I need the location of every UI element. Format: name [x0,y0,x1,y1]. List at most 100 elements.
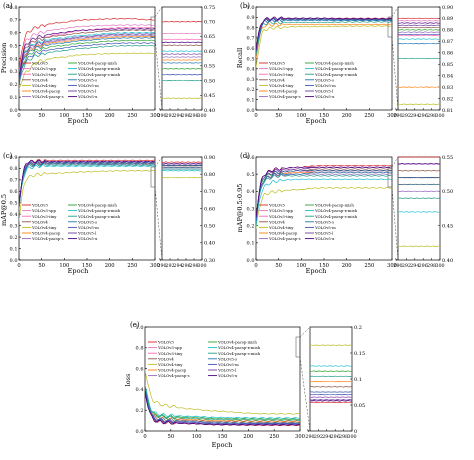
x-tick-label: 50 [275,113,282,119]
zoom-series-line-yolov4-pacsp-s-mish [397,57,441,60]
zoom-series-line-yolov4-pacsp-s [309,396,353,398]
zoom-series-line-yolov5-m [397,176,441,179]
x-tick-label: 0 [17,113,20,119]
zoom-series-line-yolov4-tiny [161,176,203,179]
zoom-series-line-yolov4-pacsp-x-mish [397,38,441,40]
chart-panel-e: 0 50 100 150 200 250 300 0.0 0.2 0.4 0.6 0.8 1.0 Epoc… [124,321,365,449]
zoom-series-line-yolov5-s [397,183,441,186]
series-line-yolov5-s [19,37,155,84]
zoom-x-tick-label: 300 [197,263,206,269]
zoom-x-tick-label: 290 [305,434,314,440]
zoom-series-line-yolov3 [161,21,203,23]
legend: YOLOv3YOLOv3-sppYOLOv3-tinyYOLOv4YOLOv4-… [22,203,121,241]
legend-entry: YOLOv5-l [77,231,97,236]
zoom-series-line-yolov4-pacsp-s-mish [161,79,203,82]
legend-entry: YOLOv4-pacsp-mish [77,61,117,66]
zoom-connector [391,186,399,261]
legend-entry: YOLOv4-tiny [31,83,57,88]
zoom-x-tick-label: 298 [427,263,436,269]
zoom-series-line-yolov5-x [398,163,441,165]
series-line-yolov4-pacsp-s-mish [256,20,392,56]
zoom-axes-frame [397,156,441,261]
zoom-connector [391,156,399,168]
zoom-x-tick-label: 294 [410,263,419,269]
y-tick-label: 0.7 [10,178,18,184]
series-line-yolov4-pacsp-s-mish [19,44,155,87]
zoom-series-line-yolov5-m [161,73,203,76]
series-line-yolov5-m [19,160,155,207]
series-line-yolov5-s [256,18,392,53]
y-tick-label: 0.1 [10,246,18,252]
x-tick-label: 200 [105,113,115,119]
series-line-yolov5-x [145,391,300,426]
x-axis-label: Epoch [68,117,89,125]
y-tick-label: 0.0 [247,258,255,264]
y-tick-label: 0.0 [10,258,18,264]
zoom-series-line-yolov4-pacsp [161,59,203,61]
legend-entry: YOLOv4-pacsp-x-mish [77,66,121,71]
zoom-series-line-yolov5-s [161,62,203,64]
zoom-series-line-yolov4-pacsp-s [397,31,441,33]
zoom-region-marker [387,166,393,188]
series-line-yolov4-pacsp [256,22,392,59]
x-tick-label: 0 [254,113,257,119]
legend-entry: YOLOv5-m [77,225,99,230]
zoom-x-tick-label: 298 [189,263,198,269]
zoom-series-line-yolov4-pacsp [309,380,353,383]
zoom-y-tick-label: 0.40 [204,241,215,247]
x-tick-label: 300 [150,263,160,269]
x-tick-label: 50 [38,263,45,269]
y-tick-label: 0.9 [247,15,255,21]
series-line-yolov5-m [256,17,392,52]
zoom-axes-frame [161,6,203,111]
legend-entry: YOLOv4-pacsp-mish [77,203,117,208]
zoom-series-line-yolov4-pacsp-s-mish [309,375,353,378]
series-line-yolov4-pacsp-x-mish [19,32,155,80]
legend-entry: YOLOv3-spp [31,208,56,213]
zoom-series-line-yolov5-l [161,53,203,55]
series-line-yolov4-tiny [19,170,155,222]
panel-label: (e) [130,321,140,329]
zoom-series-line-yolov4-pacsp-x-mish [161,50,203,52]
zoom-series-line-yolov3 [161,161,203,163]
zoom-series-line-yolov4-pacsp-s-mish [397,197,441,199]
legend-entry: YOLOv4-pacsp [268,231,298,236]
zoom-y-tick-label: 0.30 [204,258,215,264]
series-line-yolov4-pacsp [19,35,155,84]
zoom-series-line-yolov5-s [161,166,203,168]
legend-entry: YOLOv4 [31,219,48,224]
x-tick-label: 150 [319,263,329,269]
zoom-series-line-yolov4-pacsp [397,86,441,88]
zoom-x-tick-label: 300 [435,263,444,269]
zoom-y-tick-label: 0.89 [442,16,453,22]
y-tick-label: 0.2 [10,235,18,241]
legend-entry: YOLOv4-tiny [268,225,294,230]
zoom-series-line-yolov5-m [161,164,203,167]
zoom-series-line-yolov4-pacsp-mish [397,29,440,31]
zoom-series-line-yolov4-tiny [161,97,203,99]
zoom-series-line-yolov5-l [309,399,353,401]
x-tick-label: 300 [150,113,160,119]
y-tick-label: 0.6 [10,31,18,37]
legend-entry: YOLOv5-x [77,94,98,99]
zoom-series-line-yolov4-pacsp-x-mish [309,365,353,367]
series-line-yolov4-pacsp-x-mish [256,18,392,53]
zoom-series-line-yolov3 [397,156,441,158]
legend-entry: YOLOv4-pacsp-x-mish [77,208,121,213]
zoom-series-line-yolov4 [161,44,203,46]
zoom-series-line-yolov4-tiny [309,344,353,346]
zoom-y-tick-label: 0.85 [442,62,453,68]
legend-entry: YOLOv3-spp [31,66,56,71]
series-line-yolov4-pacsp-s-mish [256,174,392,224]
y-tick-label: 0.3 [247,206,255,212]
zoom-arrow-icon [159,258,162,261]
zoom-x-tick-label: 294 [173,113,182,119]
zoom-series-line-yolov5-x [162,163,203,165]
chart-panel-d: 0 50 100 150 200 250 300 0.0 0.1 0.2 0.3 0.4 0.5 0.6 E… [236,152,453,275]
zoom-y-tick-label: 0.65 [204,34,215,40]
zoom-x-tick-label: 292 [165,113,174,119]
zoom-y-tick-label: 0.87 [442,39,453,45]
legend-entry: YOLOv5-l [77,89,97,94]
y-tick-label: 0.8 [10,166,18,172]
